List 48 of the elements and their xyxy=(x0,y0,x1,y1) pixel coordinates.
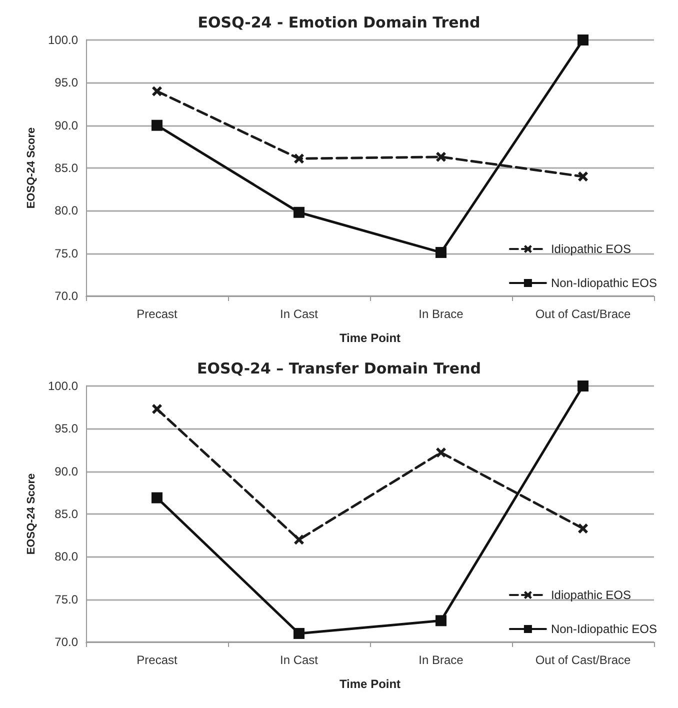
point xyxy=(152,120,162,131)
y-tick-label: 85.0 xyxy=(54,507,78,521)
y-axis-title: EOSQ-24 Score xyxy=(26,127,38,209)
point xyxy=(436,615,446,626)
x-tick-label: In Cast xyxy=(280,653,319,667)
x-tick-label: In Cast xyxy=(280,307,319,321)
y-tick-label: 90.0 xyxy=(54,118,78,132)
x-tick-label: Precast xyxy=(136,307,178,321)
y-tick-label: 75.0 xyxy=(54,592,78,606)
y-tick-label: 95.0 xyxy=(54,422,78,436)
point xyxy=(436,448,446,458)
y-axis-title: EOSQ-24 Score xyxy=(26,473,38,555)
y-tick-label: 90.0 xyxy=(54,464,78,478)
point xyxy=(578,34,588,46)
chart-title: EOSQ-24 – Transfer Domain Trend xyxy=(196,360,482,378)
point xyxy=(294,534,304,545)
legend-label: Non-Idiopathic EOS xyxy=(550,622,658,636)
point xyxy=(152,86,162,96)
y-tick-label: 80.0 xyxy=(54,550,78,564)
legend-label: Idiopathic EOS xyxy=(550,242,631,256)
x-axis-title: Time Point xyxy=(339,677,401,691)
y-tick-label: 75.0 xyxy=(54,246,78,260)
point xyxy=(578,172,588,182)
point xyxy=(294,628,304,639)
point xyxy=(578,380,588,392)
point xyxy=(578,524,588,534)
point xyxy=(294,206,304,218)
x-tick-label: Out of Cast/Brace xyxy=(535,307,632,321)
x-axis-title: Time Point xyxy=(339,331,401,345)
point xyxy=(436,152,446,162)
y-tick-label: 100.0 xyxy=(48,379,78,393)
point xyxy=(152,404,162,414)
x-tick-label: In Brace xyxy=(418,307,464,321)
y-tick-label: 70.0 xyxy=(54,635,78,649)
y-tick-label: 80.0 xyxy=(54,204,78,218)
x-tick-label: Out of Cast/Brace xyxy=(535,653,632,667)
y-tick-label: 100.0 xyxy=(48,33,78,47)
y-tick-label: 95.0 xyxy=(54,76,78,90)
x-tick-label: In Brace xyxy=(418,653,464,667)
y-tick-label: 85.0 xyxy=(54,161,78,175)
point xyxy=(436,246,446,258)
y-tick-label: 70.0 xyxy=(54,289,78,303)
point xyxy=(294,154,304,164)
legend-label: Idiopathic EOS xyxy=(550,588,631,602)
legend-label: Non-Idiopathic EOS xyxy=(550,276,658,290)
x-tick-label: Precast xyxy=(136,653,178,667)
chart-title: EOSQ-24 - Emotion Domain Trend xyxy=(198,14,480,32)
point xyxy=(152,492,162,504)
